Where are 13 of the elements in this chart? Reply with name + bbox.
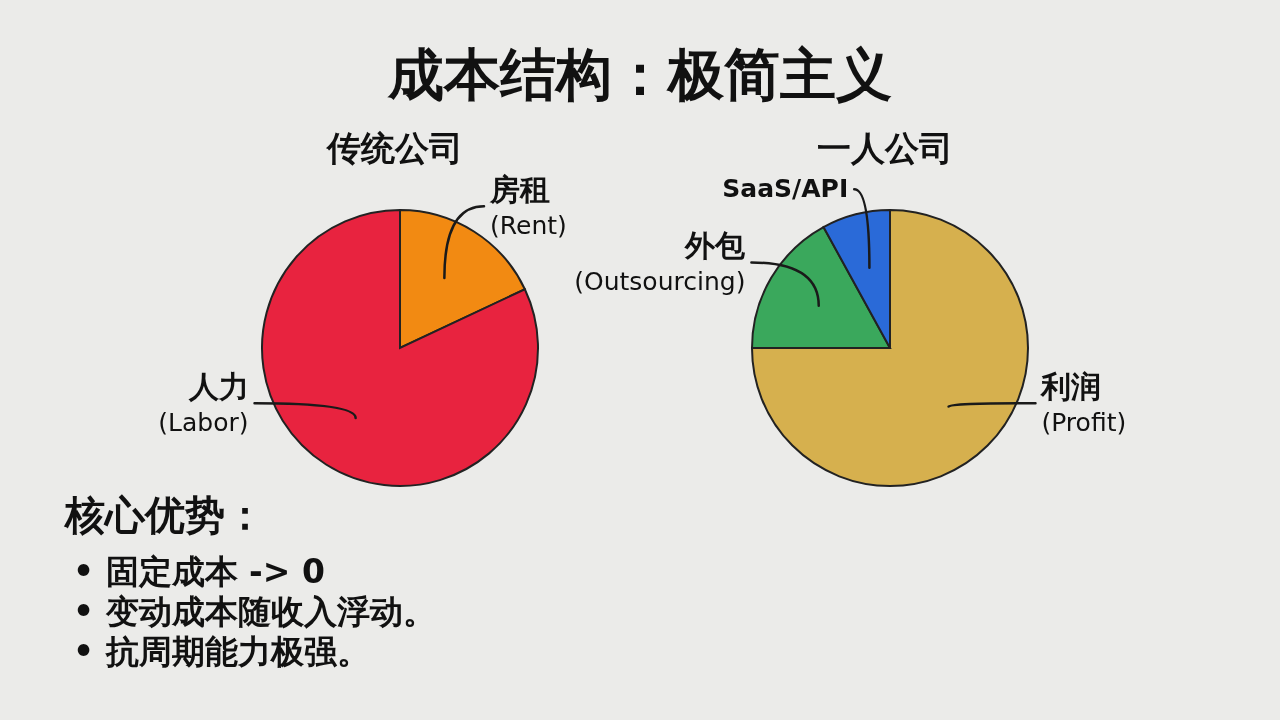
slice-label: 利润 (Profit) [1040,369,1127,438]
text: 成本结构：极简主义 [386,41,893,109]
slice-label: 外包 (Outsourcing) [574,228,747,297]
chart-title: 传统公司 [325,128,464,168]
chart-title: 一人公司 [816,128,954,168]
slice-label: SaaS/API [722,174,849,204]
text: 核心优势： [65,491,266,540]
slice-label: 房租 (Rent) [489,172,567,241]
text: • 抗周期能力极强。 [73,632,370,672]
text: • 变动成本随收入浮动。 [73,592,436,632]
slice-label: 人力 (Labor) [158,369,249,438]
pie-slice [751,209,1029,487]
text: • 固定成本 -> 0 [73,552,325,592]
